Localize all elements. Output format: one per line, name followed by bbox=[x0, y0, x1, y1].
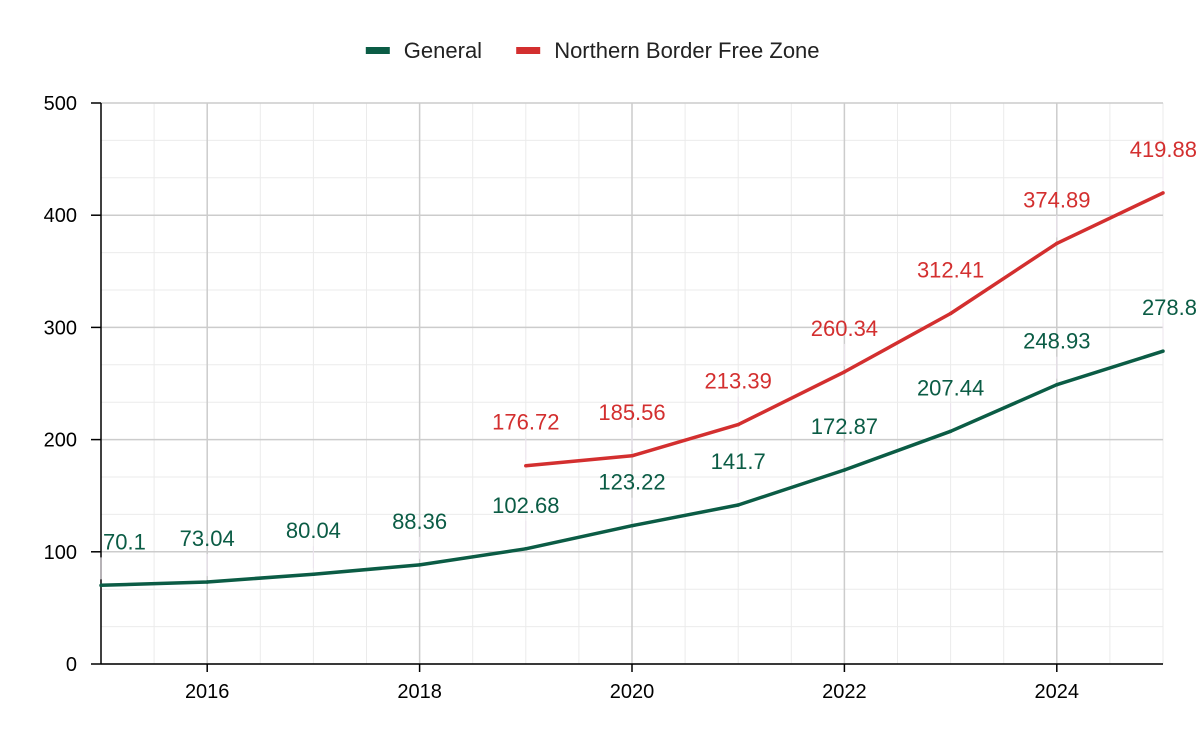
data-point bbox=[1161, 349, 1165, 353]
data-point bbox=[630, 454, 634, 458]
x-tick-label: 2018 bbox=[397, 681, 442, 703]
data-point bbox=[1055, 382, 1059, 387]
data-label: 248.93 bbox=[1023, 329, 1090, 354]
x-tick-label: 2016 bbox=[185, 681, 230, 703]
data-point bbox=[524, 463, 528, 468]
data-labels: 70.1 73.04 80.04 88.36 102.68 123.22 141.7 172.… bbox=[100, 137, 1197, 580]
data-point bbox=[417, 563, 422, 567]
series-lines bbox=[99, 191, 1165, 588]
data-label: 102.68 bbox=[492, 493, 559, 518]
data-label: 213.39 bbox=[705, 369, 772, 394]
data-label: 73.04 bbox=[180, 526, 235, 551]
data-point bbox=[842, 468, 847, 472]
y-tick-label: 0 bbox=[66, 654, 77, 676]
data-label: 419.88 bbox=[1130, 137, 1197, 162]
data-label: 374.89 bbox=[1023, 187, 1090, 212]
data-point bbox=[630, 523, 634, 528]
y-tick-label: 100 bbox=[44, 542, 77, 564]
data-point bbox=[736, 422, 740, 427]
data-label: 70.1 bbox=[103, 529, 146, 554]
data-label: 260.34 bbox=[811, 316, 878, 341]
data-label: 141.7 bbox=[711, 449, 766, 474]
legend-label: General bbox=[404, 38, 482, 63]
y-tick-label: 400 bbox=[44, 205, 77, 227]
data-point bbox=[311, 572, 316, 576]
legend-label: Northern Border Free Zone bbox=[554, 38, 819, 63]
x-tick-label: 2020 bbox=[610, 681, 655, 703]
data-point bbox=[842, 370, 847, 374]
x-tick-label: 2024 bbox=[1035, 681, 1080, 703]
y-tick-label: 200 bbox=[44, 430, 77, 452]
data-label: 207.44 bbox=[917, 375, 984, 400]
data-label: 123.22 bbox=[598, 470, 665, 495]
data-point bbox=[524, 547, 528, 551]
x-tick-label: 2022 bbox=[822, 681, 867, 703]
legend-swatch bbox=[516, 47, 541, 54]
data-point bbox=[1055, 241, 1059, 246]
data-point bbox=[205, 580, 209, 584]
legend-swatch bbox=[365, 47, 390, 54]
data-label: 312.41 bbox=[917, 257, 984, 282]
data-point bbox=[736, 503, 740, 507]
y-tick-label: 300 bbox=[44, 317, 77, 339]
legend: General Northern Border Free Zone bbox=[365, 38, 820, 63]
data-label: 88.36 bbox=[392, 509, 447, 534]
data-point bbox=[99, 583, 103, 588]
data-label: 80.04 bbox=[286, 518, 341, 543]
data-label: 176.72 bbox=[492, 410, 559, 435]
data-label: 172.87 bbox=[811, 414, 878, 439]
data-point bbox=[948, 429, 953, 434]
data-label: 185.56 bbox=[598, 400, 665, 425]
y-tick-label: 500 bbox=[44, 93, 77, 115]
data-label: 278.8 bbox=[1142, 295, 1197, 320]
data-point bbox=[1161, 191, 1165, 195]
data-point bbox=[948, 311, 953, 316]
axes: 0 100 200 300 400 500 2016 2018 2020 2022 2024 bbox=[44, 93, 1163, 703]
